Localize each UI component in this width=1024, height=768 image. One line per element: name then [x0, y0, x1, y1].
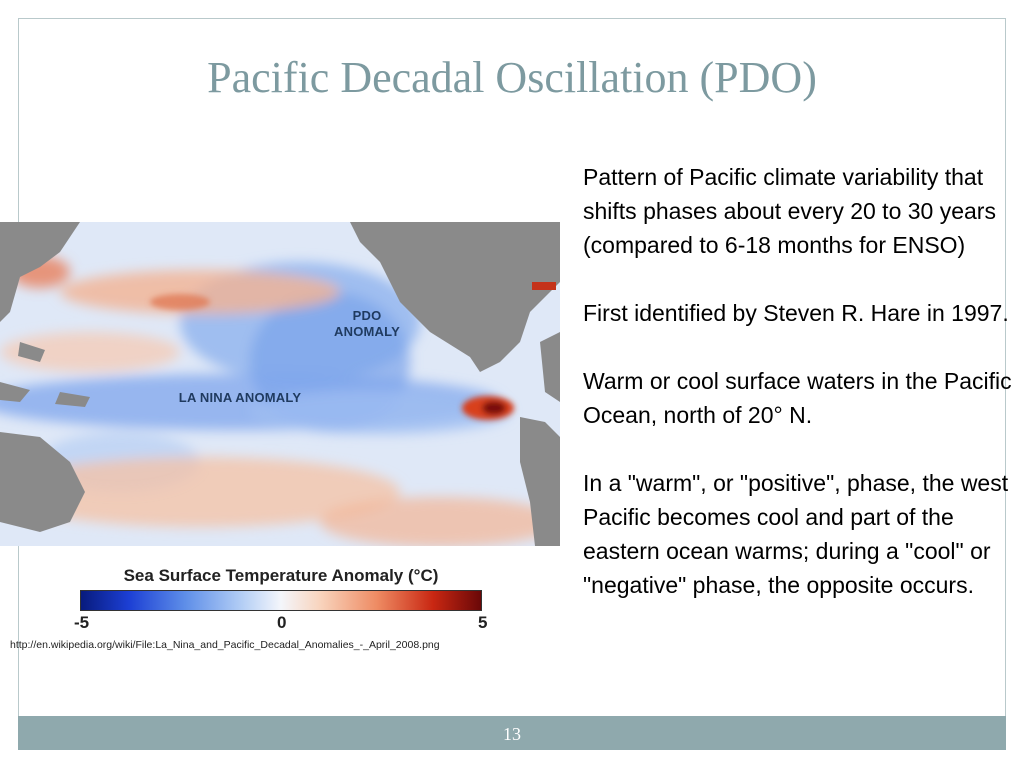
color-scale-title: Sea Surface Temperature Anomaly (°C) — [123, 566, 439, 585]
footer-bar — [18, 716, 1006, 750]
page-number: 13 — [503, 724, 521, 744]
body-paragraph: Warm or cool surface waters in the Pacif… — [583, 368, 1012, 428]
pdo-anomaly-label-line2: ANOMALY — [334, 324, 400, 339]
color-scale-bar — [80, 590, 482, 611]
sst-anomaly-map: PDO ANOMALY LA NINA ANOMALY — [0, 222, 560, 546]
pdo-anomaly-label: PDO ANOMALY — [322, 308, 412, 340]
body-paragraph: Pattern of Pacific climate variability t… — [583, 164, 996, 258]
scale-tick-min: -5 — [74, 613, 90, 632]
figure-source-url: http://en.wikipedia.org/wiki/File:La_Nin… — [10, 639, 440, 651]
sst-map-graphic — [0, 222, 560, 546]
scale-tick-max: 5 — [478, 613, 488, 632]
slide-title: Pacific Decadal Oscillation (PDO) — [207, 53, 817, 102]
body-paragraph: In a "warm", or "positive", phase, the w… — [583, 470, 1009, 598]
scale-tick-mid: 0 — [277, 613, 287, 632]
la-nina-anomaly-label: LA NINA ANOMALY — [178, 390, 302, 405]
pdo-anomaly-label-line1: PDO — [352, 308, 382, 323]
body-paragraph: First identified by Steven R. Hare in 19… — [583, 300, 1009, 326]
slide-body-text: Pattern of Pacific climate variability t… — [583, 160, 1013, 636]
